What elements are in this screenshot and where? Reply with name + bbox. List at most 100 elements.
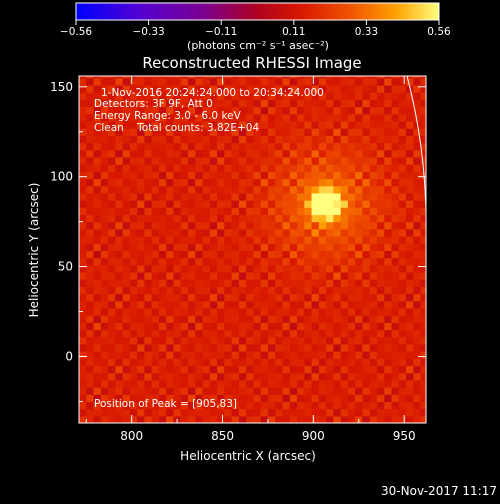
heatmap-cell [318, 387, 327, 395]
heatmap-cell [282, 264, 291, 273]
heatmap-cell [231, 92, 240, 100]
heatmap-cell [224, 128, 233, 136]
heatmap-cell [275, 300, 284, 309]
heatmap-cell [318, 279, 327, 287]
heatmap-cell [158, 200, 167, 208]
heatmap-cell [304, 365, 313, 374]
heatmap-cell [275, 236, 284, 244]
heatmap-cell [137, 185, 146, 194]
heatmap-cell [355, 372, 364, 381]
heatmap-cell [282, 286, 291, 295]
heatmap-cell [93, 185, 102, 194]
heatmap-cell [369, 264, 378, 273]
heatmap-cell [108, 185, 116, 194]
heatmap-cell [195, 207, 204, 216]
heatmap-cell [384, 271, 393, 280]
heatmap-cell [217, 336, 225, 345]
heatmap-cell [398, 351, 407, 359]
heatmap-cell [333, 372, 342, 381]
heatmap-cell [122, 365, 131, 374]
heatmap-cell [384, 192, 393, 201]
heatmap-cell [108, 387, 116, 395]
heatmap-cell [108, 394, 116, 403]
heatmap-cell [108, 120, 116, 129]
y-tick-label: 150 [50, 80, 73, 94]
heatmap-cell [224, 293, 233, 302]
heatmap-cell [253, 149, 262, 158]
heatmap-cell [369, 408, 378, 417]
heatmap-cell [282, 192, 291, 201]
heatmap-cell [362, 300, 371, 309]
heatmap-cell [311, 128, 320, 136]
heatmap-cell [217, 178, 225, 187]
heatmap-cell [333, 120, 342, 129]
heatmap-cell [108, 228, 116, 237]
heatmap-cell [195, 76, 204, 79]
heatmap-cell [202, 128, 211, 136]
heatmap-cell [217, 236, 225, 244]
heatmap-cell [224, 408, 233, 417]
heatmap-cell [202, 279, 211, 287]
heatmap-cell [318, 372, 327, 381]
heatmap-cell [158, 142, 167, 151]
heatmap-cell [391, 84, 400, 93]
heatmap-cell [195, 379, 204, 388]
heatmap-cell [304, 257, 313, 266]
heatmap-cell [151, 250, 160, 259]
heatmap-cell [166, 243, 175, 251]
heatmap-cell [129, 178, 138, 187]
heatmap-cell [217, 214, 225, 223]
heatmap-cell [369, 279, 378, 287]
heatmap-cell [398, 77, 407, 86]
heatmap-cell [238, 200, 247, 208]
heatmap-cell [275, 336, 284, 345]
heatmap-cell [384, 156, 393, 165]
heatmap-cell [413, 200, 422, 208]
heatmap-cell [369, 271, 378, 280]
heatmap-cell [413, 207, 422, 216]
x-tick-label: 950 [393, 429, 416, 443]
heatmap-cell [355, 128, 364, 136]
heatmap-cell [224, 228, 233, 237]
heatmap-cell [260, 156, 269, 165]
heatmap-cell [398, 387, 407, 395]
heatmap-cell [217, 379, 225, 388]
heatmap-cell [137, 372, 146, 381]
heatmap-cell [347, 307, 356, 316]
heatmap-cell [376, 178, 385, 187]
heatmap-cell [369, 99, 378, 108]
heatmap-cell [253, 322, 262, 331]
heatmap-cell [253, 113, 262, 122]
heatmap-cell [253, 120, 262, 129]
heatmap-cell [289, 379, 298, 388]
heatmap-cell [326, 120, 334, 129]
heatmap-cell [260, 84, 269, 93]
heatmap-cell [166, 387, 175, 395]
heatmap-cell [217, 271, 225, 280]
heatmap-cell [398, 365, 407, 374]
heatmap-cell [188, 322, 196, 331]
heatmap-cell [326, 307, 334, 316]
heatmap-cell [188, 221, 196, 230]
heatmap-cell [369, 76, 378, 79]
heatmap-cell [93, 271, 102, 280]
heatmap-cell [173, 300, 182, 309]
heatmap-cell [238, 92, 247, 100]
heatmap-cell [86, 120, 95, 129]
heatmap-cell [209, 293, 218, 302]
heatmap-cell [384, 236, 393, 244]
heatmap-cell [413, 135, 422, 144]
heatmap-cell [384, 307, 393, 316]
heatmap-cell [79, 257, 87, 266]
heatmap-cell [318, 343, 327, 352]
heatmap-cell [398, 372, 407, 381]
heatmap-cell [391, 214, 400, 223]
heatmap-cell [318, 300, 327, 309]
heatmap-cell [86, 128, 95, 136]
heatmap-cell [158, 77, 167, 86]
heatmap-cell [195, 178, 204, 187]
heatmap-cell [86, 214, 95, 223]
heatmap-cell [202, 322, 211, 331]
heatmap-cell [129, 192, 138, 201]
heatmap-cell [238, 99, 247, 108]
